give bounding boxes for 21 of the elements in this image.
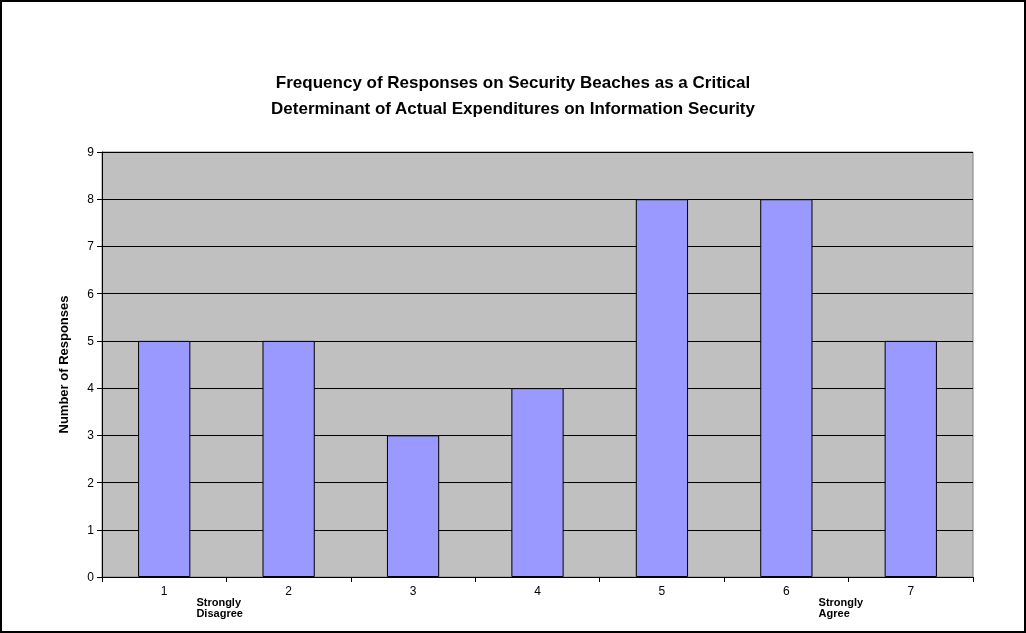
y-tick-label: 5 [87,333,95,348]
x-tick-label: 7 [907,584,915,598]
y-tick-label: 3 [87,428,95,443]
x-tick-label: 1 [160,584,168,598]
y-tick-label: 2 [87,475,95,490]
y-tick-label: 6 [87,286,95,301]
chart-title: Frequency of Responses on Security Beaches as a Critical Determinant of Actual Expenditures on Information Security [271,72,756,118]
text: Strongly Agree [818,595,867,619]
y-tick-label: 8 [87,192,95,207]
text: Strongly Disagree [196,595,245,619]
y-tick-label: 9 [87,145,95,159]
x-tick-label: 6 [783,584,791,598]
y-tick-label: 4 [87,381,95,396]
y-axis-title: Number of Responses [56,295,71,434]
y-tick-label: 7 [87,239,95,254]
x-tick-label: 2 [285,584,293,598]
x-tick-label: 4 [534,584,542,598]
x-tick-label: 3 [409,584,417,598]
y-tick-label: 1 [87,522,95,537]
y-tick-label: 0 [87,570,95,584]
x-tick-label: 5 [658,584,666,598]
